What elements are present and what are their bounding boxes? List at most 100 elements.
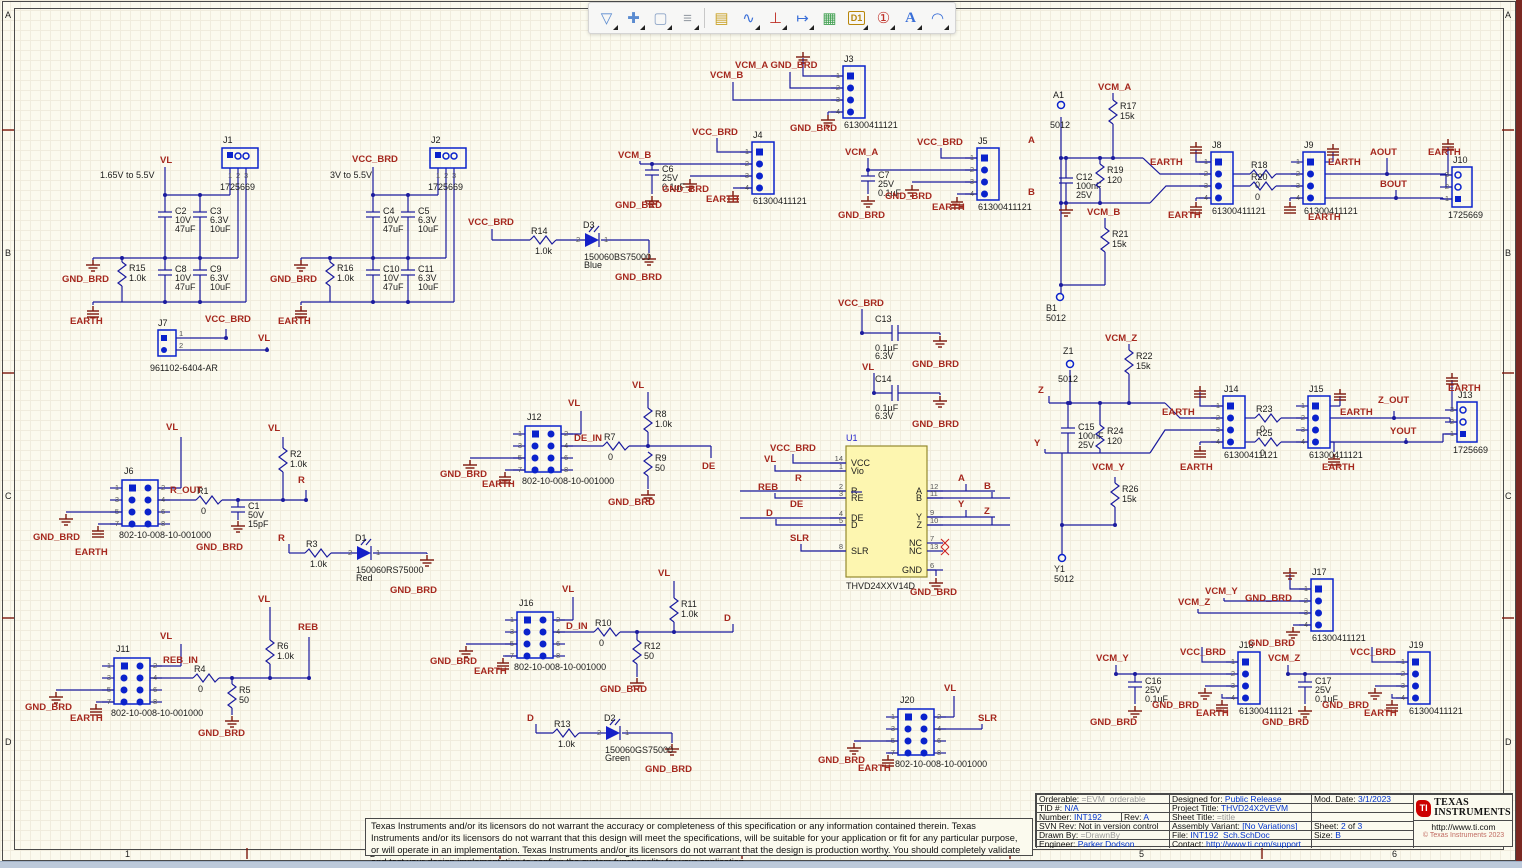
- net-label-VL[interactable]: VL: [166, 422, 178, 433]
- net-label-GND_BRD[interactable]: GND_BRD: [608, 497, 655, 508]
- gnd-brd-symbol[interactable]: [665, 744, 679, 756]
- net-label-EARTH[interactable]: EARTH: [1364, 708, 1397, 719]
- net-label-VCC_BRD[interactable]: VCC_BRD: [770, 443, 816, 454]
- net-label-VCC_BRD[interactable]: VCC_BRD: [1350, 647, 1396, 658]
- net-label-EARTH[interactable]: EARTH: [70, 316, 103, 327]
- net-label-VCM_B[interactable]: VCM_B: [710, 70, 743, 81]
- filter-icon[interactable]: ▽: [593, 5, 620, 31]
- connector-J5[interactable]: 1 2 3 4 J5 61300411121: [965, 136, 1032, 212]
- earth-symbol[interactable]: [727, 191, 739, 203]
- place-probe-icon[interactable]: ↦: [789, 5, 816, 31]
- net-label-EARTH[interactable]: EARTH: [858, 763, 891, 774]
- power-symbols[interactable]: [49, 52, 1458, 767]
- net-label-VCM_Y[interactable]: VCM_Y: [1092, 462, 1125, 473]
- net-label-GND_BRD[interactable]: GND_BRD: [430, 656, 477, 667]
- connector-J14[interactable]: 1 2 3 4 J14 61300411121: [1211, 384, 1278, 460]
- net-label-EARTH[interactable]: EARTH: [1428, 147, 1461, 158]
- net-label-VCC_BRD[interactable]: VCC_BRD: [352, 154, 398, 165]
- earth-symbol[interactable]: [499, 472, 511, 484]
- net-label-GND_BRD[interactable]: GND_BRD: [1322, 700, 1369, 711]
- net-label-REB[interactable]: REB: [298, 622, 318, 633]
- wires[interactable]: [56, 58, 1457, 754]
- net-label-GND_BRD[interactable]: GND_BRD: [818, 755, 865, 766]
- net-label-D[interactable]: D: [724, 613, 731, 624]
- connector-J13[interactable]: 3 2 1 J13 1725669: [1445, 390, 1488, 455]
- net-label-GND_BRD[interactable]: GND_BRD: [838, 210, 885, 221]
- gnd-brd-symbol[interactable]: [905, 185, 919, 197]
- net-label-YOUT[interactable]: YOUT: [1390, 426, 1417, 437]
- net-label-GND_BRD[interactable]: GND_BRD: [790, 123, 837, 134]
- net-label-GND_BRD[interactable]: GND_BRD: [33, 532, 80, 543]
- net-label-VL[interactable]: VL: [944, 683, 956, 694]
- net-label-EARTH[interactable]: EARTH: [1180, 462, 1213, 473]
- net-label-GND_BRD[interactable]: GND_BRD: [662, 184, 709, 195]
- earth-symbol[interactable]: [90, 704, 102, 716]
- resistor-R18[interactable]: R18 0: [1249, 160, 1277, 190]
- connector-J18[interactable]: 1 2 3 4 J18 61300411121: [1226, 640, 1293, 716]
- resistor-R10[interactable]: R10 0: [593, 618, 621, 648]
- gnd-brd-symbol[interactable]: [641, 490, 655, 502]
- gnd-brd-symbol[interactable]: [231, 521, 245, 533]
- designator-icon[interactable]: D1: [843, 5, 870, 31]
- resistor-R2[interactable]: R21.0k: [278, 447, 308, 473]
- earth-symbol[interactable]: [92, 526, 104, 538]
- net-label-VL[interactable]: VL: [764, 454, 776, 465]
- net-label-EARTH[interactable]: EARTH: [1328, 157, 1361, 168]
- net-label-GND_BRD[interactable]: GND_BRD: [198, 728, 245, 739]
- net-label-SLR[interactable]: SLR: [790, 533, 809, 544]
- place-component-icon[interactable]: ▦: [816, 5, 843, 31]
- resistor-R13[interactable]: R13 1.0k: [552, 719, 580, 749]
- gnd-brd-symbol[interactable]: [1298, 706, 1312, 718]
- net-label-GND_BRD[interactable]: GND_BRD: [615, 272, 662, 283]
- earth-symbol[interactable]: [1216, 700, 1228, 712]
- gnd-brd-symbol[interactable]: [821, 115, 835, 127]
- net-label-VCM_B[interactable]: VCM_B: [618, 150, 651, 161]
- net-label-VCM_Z[interactable]: VCM_Z: [1105, 333, 1137, 344]
- net-label-VL[interactable]: VL: [268, 423, 280, 434]
- net-label-BOUT[interactable]: BOUT: [1380, 179, 1407, 190]
- gnd-brd-symbol[interactable]: [630, 678, 644, 690]
- net-label-GND_BRD[interactable]: GND_BRD: [270, 274, 317, 285]
- gnd-brd-symbol[interactable]: [1286, 627, 1300, 639]
- earth-symbol[interactable]: [1190, 202, 1202, 214]
- net-label-Z[interactable]: Z: [984, 506, 990, 517]
- earth-symbol[interactable]: [1446, 373, 1458, 385]
- net-label-GND_BRD[interactable]: GND_BRD: [1152, 700, 1199, 711]
- connector-J4[interactable]: 1 2 3 4 J4 61300411121: [740, 130, 807, 206]
- net-label-GND_BRD[interactable]: GND_BRD: [25, 702, 72, 713]
- text-icon[interactable]: A: [897, 5, 924, 31]
- net-label-EARTH[interactable]: EARTH: [1340, 407, 1373, 418]
- net-label-R_OUT[interactable]: R_OUT: [170, 485, 202, 496]
- select-rect-icon[interactable]: ▢: [647, 5, 674, 31]
- net-label-R[interactable]: R: [795, 473, 802, 484]
- gnd-brd-symbol[interactable]: [929, 578, 943, 590]
- header-J16[interactable]: 1 2 3 4 5 6 7 8 J16 802-10-008-10-001000: [505, 598, 606, 672]
- resistor-R6[interactable]: R61.0k: [265, 639, 295, 665]
- resistor-R1[interactable]: R1 0: [195, 486, 223, 516]
- net-label-VCM_Z[interactable]: VCM_Z: [1178, 597, 1210, 608]
- net-label-VCC_BRD[interactable]: VCC_BRD: [1180, 647, 1226, 658]
- net-label-EARTH[interactable]: EARTH: [1168, 210, 1201, 221]
- gnd-brd-symbol[interactable]: [933, 396, 947, 408]
- gnd-brd-symbol[interactable]: [1198, 688, 1212, 700]
- net-label-B[interactable]: B: [984, 481, 991, 492]
- testpoint-A1[interactable]: A1 5012: [1050, 90, 1070, 130]
- net-label-VL[interactable]: VL: [568, 398, 580, 409]
- connector-J1[interactable]: 1 2 3 J1 1725669: [220, 135, 259, 192]
- connector-J9[interactable]: 1 2 3 4 J9 61300411121: [1291, 140, 1358, 216]
